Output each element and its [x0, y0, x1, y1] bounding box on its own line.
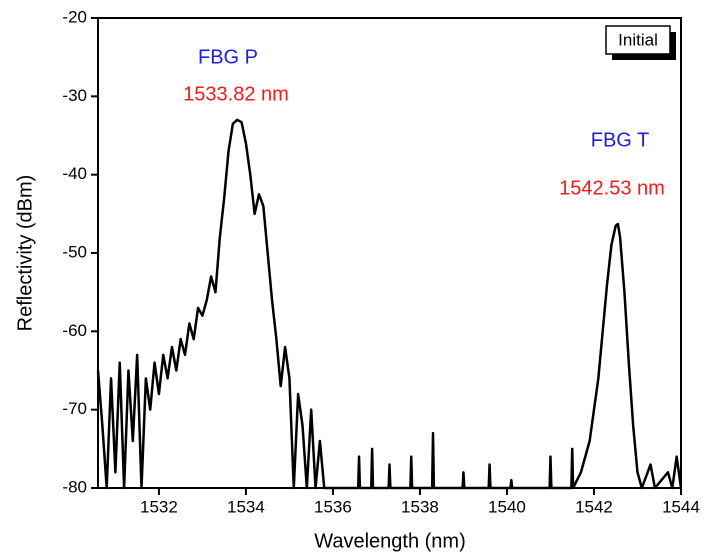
y-axis-title: Reflectivity (dBm): [14, 175, 36, 332]
y-tick-label: -50: [62, 242, 87, 261]
y-tick-label: -70: [62, 399, 87, 418]
y-tick-label: -80: [62, 477, 87, 496]
x-tick-label: 1536: [314, 497, 352, 516]
annotation: FBG T: [591, 129, 650, 151]
x-tick-label: 1538: [401, 497, 439, 516]
x-tick-label: 1544: [662, 497, 700, 516]
y-tick-label: -60: [62, 321, 87, 340]
x-tick-label: 1540: [488, 497, 526, 516]
x-tick-label: 1534: [227, 497, 265, 516]
annotation: FBG P: [198, 46, 258, 68]
legend-label: Initial: [618, 30, 658, 49]
x-tick-label: 1542: [575, 497, 613, 516]
x-tick-label: 1532: [140, 497, 178, 516]
y-tick-label: -40: [62, 164, 87, 183]
y-tick-label: -30: [62, 86, 87, 105]
annotation: 1542.53 nm: [559, 177, 665, 199]
line: [96, 118, 683, 490]
x-axis-title: Wavelength (nm): [314, 530, 466, 552]
annotation: 1533.82 nm: [183, 83, 289, 105]
legend-box: [605, 25, 671, 55]
plot-frame: [97, 17, 682, 489]
y-tick-label: -20: [62, 7, 87, 26]
